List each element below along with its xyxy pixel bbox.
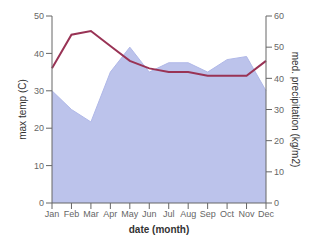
- svg-text:Dec: Dec: [258, 209, 275, 219]
- svg-text:Sep: Sep: [200, 209, 216, 219]
- svg-text:30: 30: [34, 86, 44, 96]
- svg-text:20: 20: [34, 123, 44, 133]
- svg-text:Aug: Aug: [180, 209, 196, 219]
- svg-text:May: May: [121, 209, 139, 219]
- svg-text:50: 50: [34, 11, 44, 21]
- svg-text:0: 0: [39, 198, 44, 208]
- svg-text:Feb: Feb: [64, 209, 80, 219]
- svg-text:date (month): date (month): [129, 224, 190, 235]
- svg-text:10: 10: [274, 167, 284, 177]
- svg-text:0: 0: [274, 198, 279, 208]
- svg-text:20: 20: [274, 136, 284, 146]
- svg-text:Jan: Jan: [45, 209, 60, 219]
- svg-text:Jun: Jun: [142, 209, 157, 219]
- svg-text:10: 10: [34, 161, 44, 171]
- svg-text:60: 60: [274, 11, 284, 21]
- svg-text:Mar: Mar: [83, 209, 99, 219]
- svg-text:Apr: Apr: [103, 209, 117, 219]
- svg-text:max temp (C): max temp (C): [17, 79, 28, 140]
- svg-text:Nov: Nov: [239, 209, 256, 219]
- svg-text:30: 30: [274, 105, 284, 115]
- svg-text:40: 40: [274, 74, 284, 84]
- svg-text:50: 50: [274, 42, 284, 52]
- svg-text:Jul: Jul: [163, 209, 175, 219]
- svg-text:40: 40: [34, 49, 44, 59]
- svg-text:med. precipitation (kg/m2): med. precipitation (kg/m2): [290, 52, 301, 168]
- svg-text:Oct: Oct: [220, 209, 235, 219]
